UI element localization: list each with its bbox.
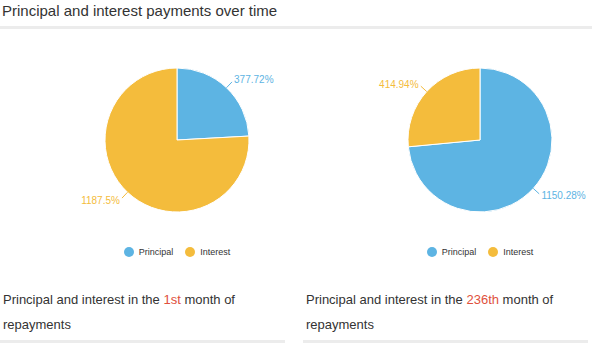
html-text:Principal: Principal xyxy=(441,247,477,257)
html-text:Interest: Interest xyxy=(503,247,534,257)
svg-text:1150.28%: 1150.28% xyxy=(541,190,585,201)
html-text:Principal and interest in the: Principal and interest in the 236th mont… xyxy=(306,292,554,332)
svg-text:414.94%: 414.94% xyxy=(379,79,419,90)
html-text:Interest: Interest xyxy=(200,247,231,257)
html-text:Principal and interest payment: Principal and interest payments over tim… xyxy=(2,2,278,19)
html-text:Principal: Principal xyxy=(138,247,174,257)
svg-text:377.72%: 377.72% xyxy=(234,74,274,85)
html-text:Principal and interest in the: Principal and interest in the 1st month … xyxy=(3,292,235,332)
svg-text:1187.5%: 1187.5% xyxy=(81,195,120,206)
